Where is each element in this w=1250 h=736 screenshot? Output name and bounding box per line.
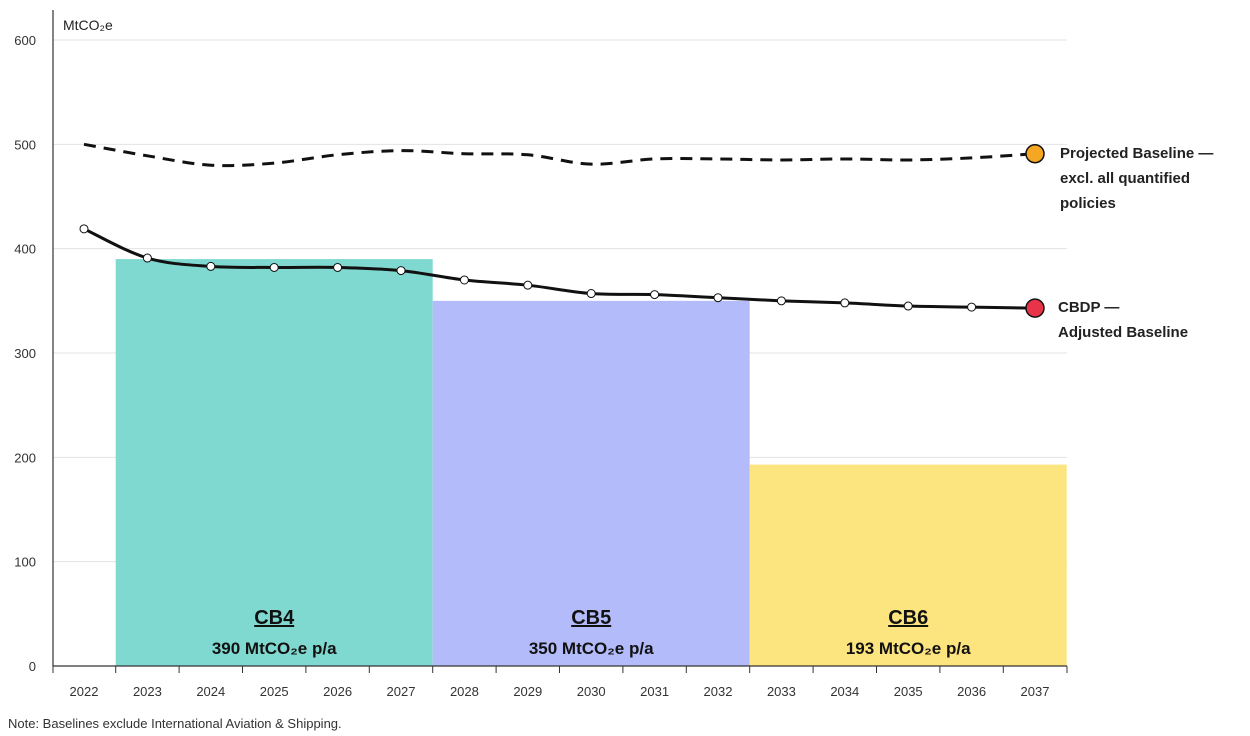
series-end-marker bbox=[1025, 298, 1045, 318]
data-point bbox=[269, 262, 279, 272]
data-point bbox=[142, 253, 152, 263]
x-tick-label: 2025 bbox=[260, 684, 289, 699]
budget-name: CB5 bbox=[571, 607, 611, 629]
x-tick-label: 2037 bbox=[1021, 684, 1050, 699]
data-point bbox=[967, 302, 977, 312]
x-tick-label: 2028 bbox=[450, 684, 479, 699]
x-tick-label: 2035 bbox=[894, 684, 923, 699]
y-axis-label: MtCO₂e bbox=[63, 17, 113, 33]
y-tick-label: 600 bbox=[14, 33, 36, 48]
x-tick-label: 2032 bbox=[704, 684, 733, 699]
data-point bbox=[396, 266, 406, 276]
budget-value-label: 350 MtCO₂e p/a bbox=[529, 639, 654, 658]
cbdp-adjusted-baseline-line bbox=[83, 227, 1036, 310]
data-point bbox=[586, 289, 596, 299]
y-tick-label: 400 bbox=[14, 242, 36, 257]
data-point bbox=[206, 261, 216, 271]
x-tick-label: 2022 bbox=[70, 684, 99, 699]
y-tick-label: 100 bbox=[14, 555, 36, 570]
data-point bbox=[459, 275, 469, 285]
y-tick-label: 500 bbox=[14, 137, 36, 152]
x-tick-label: 2030 bbox=[577, 684, 606, 699]
y-tick-label: 200 bbox=[14, 450, 36, 465]
series-label: policies bbox=[1060, 195, 1116, 212]
x-tick-label: 2031 bbox=[640, 684, 669, 699]
data-point bbox=[713, 293, 723, 303]
budget-value-label: 390 MtCO₂e p/a bbox=[212, 639, 337, 658]
y-tick-label: 300 bbox=[14, 346, 36, 361]
data-point bbox=[79, 224, 89, 234]
data-point bbox=[903, 301, 913, 311]
y-tick-label: 0 bbox=[29, 659, 36, 674]
budget-name: CB6 bbox=[888, 607, 928, 629]
budget-bar bbox=[749, 464, 1067, 666]
budget-value-label: 193 MtCO₂e p/a bbox=[846, 639, 971, 658]
x-tick-label: 2027 bbox=[387, 684, 416, 699]
series-label: CBDP — bbox=[1058, 299, 1119, 316]
x-tick-label: 2024 bbox=[196, 684, 225, 699]
chart: CB4 390 MtCO₂e p/a CB5 350 MtCO₂e p/a CB6 193… bbox=[14, 10, 1213, 699]
series-label: Adjusted Baseline bbox=[1058, 324, 1188, 341]
x-tick-label: 2023 bbox=[133, 684, 162, 699]
data-point bbox=[776, 296, 786, 306]
series-end-marker bbox=[1025, 143, 1045, 164]
budget-name: CB4 bbox=[254, 607, 295, 629]
series-label: excl. all quantified bbox=[1060, 170, 1190, 187]
footnote: Note: Baselines exclude International Av… bbox=[8, 716, 342, 731]
projected-baseline-line bbox=[83, 142, 1036, 168]
data-point bbox=[333, 262, 343, 272]
x-tick-label: 2033 bbox=[767, 684, 796, 699]
x-tick-label: 2026 bbox=[323, 684, 352, 699]
data-point bbox=[523, 280, 533, 290]
x-tick-label: 2029 bbox=[513, 684, 542, 699]
data-point bbox=[840, 298, 850, 308]
data-point bbox=[650, 290, 660, 300]
x-tick-label: 2034 bbox=[830, 684, 859, 699]
budget-bar bbox=[115, 259, 433, 666]
series-label: Projected Baseline — bbox=[1060, 145, 1213, 162]
budget-bar bbox=[432, 300, 750, 666]
x-tick-label: 2036 bbox=[957, 684, 986, 699]
